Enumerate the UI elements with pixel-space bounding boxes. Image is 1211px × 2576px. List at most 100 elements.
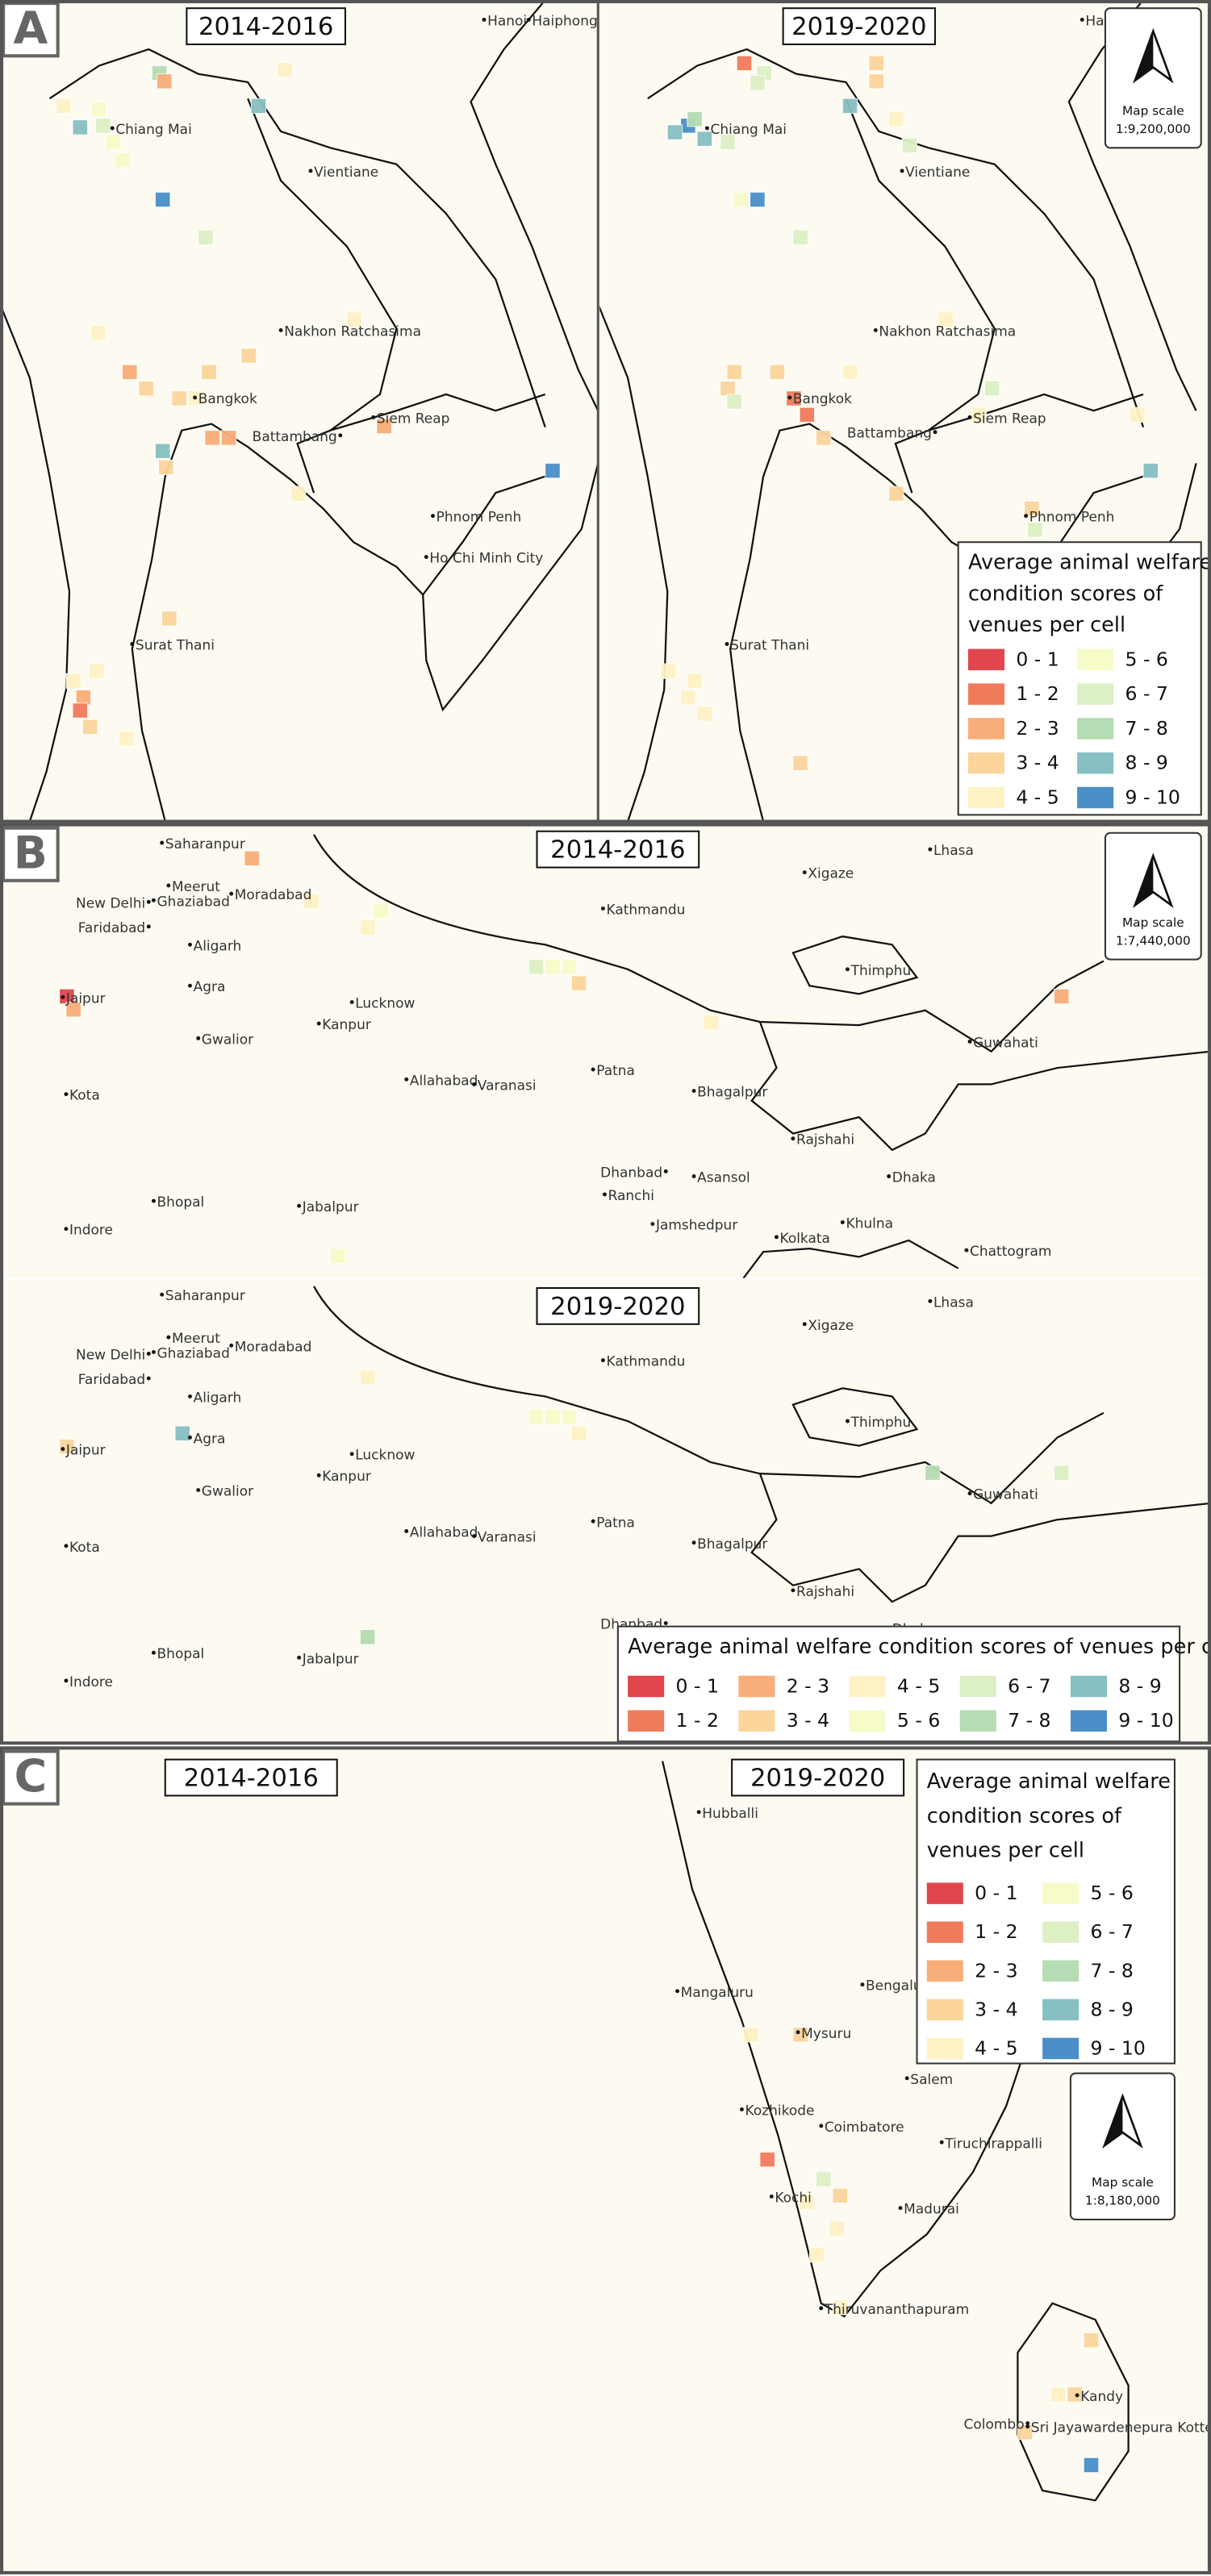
legend-label: 0 - 1 bbox=[975, 1882, 1017, 1904]
grid-cell bbox=[925, 1465, 941, 1481]
grid-cell bbox=[1054, 1465, 1070, 1481]
north-arrow-half bbox=[1134, 856, 1154, 906]
place-label: Guwahati bbox=[973, 1486, 1038, 1503]
grid-cell bbox=[161, 611, 177, 627]
grid-cell bbox=[155, 443, 171, 459]
legend-label: 2 - 3 bbox=[787, 1675, 829, 1698]
place-dot bbox=[787, 395, 792, 400]
place-dot bbox=[188, 983, 192, 988]
grid-cell bbox=[105, 134, 121, 150]
place-dot bbox=[371, 415, 376, 419]
legend-label: 2 - 3 bbox=[1016, 717, 1059, 740]
place-label: Coimbatore bbox=[825, 2119, 904, 2135]
place-dot bbox=[933, 430, 937, 435]
grid-cell bbox=[95, 118, 111, 134]
place-label: Kota bbox=[69, 1539, 100, 1555]
grid-cell bbox=[726, 394, 742, 410]
place-label: Kozhikode bbox=[745, 2103, 815, 2119]
place-label: Bhopal bbox=[157, 1645, 205, 1661]
place-dot bbox=[130, 642, 135, 646]
place-label: Haiphong bbox=[532, 13, 597, 29]
place-dot bbox=[188, 1435, 192, 1440]
grid-cell bbox=[75, 690, 92, 706]
place-dot bbox=[739, 2107, 744, 2111]
place-label: Thimphu bbox=[850, 962, 912, 978]
grid-cell bbox=[829, 2220, 845, 2236]
place-label: Aligarh bbox=[194, 1390, 242, 1406]
grid-cell bbox=[90, 101, 106, 118]
place-label: Agra bbox=[194, 1430, 226, 1446]
grid-cell bbox=[346, 311, 362, 327]
place-dot bbox=[904, 2076, 909, 2081]
place-dot bbox=[802, 1322, 807, 1327]
place-label: Allahabad bbox=[410, 1072, 478, 1088]
grid-cell bbox=[290, 486, 307, 502]
place-dot bbox=[591, 1067, 595, 1072]
grid-cell bbox=[799, 2195, 815, 2211]
grid-cell bbox=[1067, 2386, 1083, 2403]
place-dot bbox=[196, 1488, 201, 1492]
legend-swatch bbox=[967, 648, 1005, 671]
place-dot bbox=[110, 126, 115, 131]
map-background bbox=[3, 826, 1208, 1278]
legend-label: 8 - 9 bbox=[1091, 1998, 1134, 2020]
legend-title: Average animal welfare bbox=[927, 1769, 1171, 1794]
grid-cell bbox=[687, 111, 703, 127]
place-dot bbox=[61, 995, 65, 999]
grid-cell bbox=[808, 2247, 825, 2263]
legend-label: 3 - 4 bbox=[1016, 752, 1059, 774]
grid-cell bbox=[792, 229, 808, 245]
grid-cell bbox=[138, 381, 154, 397]
place-dot bbox=[151, 1349, 156, 1354]
coastlines bbox=[313, 834, 1208, 1278]
legend-label: 9 - 10 bbox=[1091, 2036, 1146, 2059]
place-label: Lucknow bbox=[355, 1447, 415, 1463]
place-dot bbox=[151, 1650, 156, 1655]
grid-cell bbox=[696, 706, 712, 722]
place-label: Aligarh bbox=[194, 937, 242, 953]
scale-title: Map scale bbox=[1122, 915, 1184, 930]
place-dot bbox=[1025, 2424, 1030, 2429]
coastline bbox=[3, 310, 71, 820]
map-title: 2019-2020 bbox=[750, 1765, 885, 1793]
place-label: Meerut bbox=[172, 878, 220, 894]
legend-label: 0 - 1 bbox=[676, 1675, 719, 1698]
legend-label: 2 - 3 bbox=[975, 1959, 1017, 1982]
legend-swatch bbox=[628, 1710, 665, 1732]
legend-swatch bbox=[959, 1675, 996, 1698]
place-dot bbox=[64, 1544, 69, 1549]
place-dot bbox=[964, 1248, 969, 1253]
legend-label: 3 - 4 bbox=[787, 1709, 829, 1732]
legend-swatch bbox=[1077, 718, 1114, 740]
place-dot bbox=[928, 847, 933, 852]
place-dot bbox=[967, 1491, 972, 1496]
grid-cell bbox=[303, 893, 319, 909]
place-label: Jamshedpur bbox=[655, 1217, 737, 1233]
place-dot bbox=[151, 1198, 156, 1203]
grid-cell bbox=[376, 419, 392, 435]
place-label: Surat Thani bbox=[136, 637, 215, 653]
place-dot bbox=[819, 2306, 824, 2311]
coastline bbox=[791, 935, 919, 995]
grid-cell bbox=[359, 919, 376, 936]
grid-cell bbox=[359, 1629, 376, 1645]
grid-cell bbox=[696, 131, 712, 147]
place-label: Indore bbox=[69, 1674, 113, 1690]
grid-cell bbox=[155, 191, 171, 208]
place-dot bbox=[696, 1810, 701, 1815]
place-label: Vientiane bbox=[314, 164, 378, 180]
place-label: Lhasa bbox=[933, 842, 974, 858]
map-title: 2019-2020 bbox=[550, 1293, 685, 1321]
place-label: Lhasa bbox=[933, 1294, 974, 1310]
legend-label: 4 - 5 bbox=[975, 2036, 1017, 2059]
grid-cell bbox=[726, 364, 742, 380]
map-title: 2014-2016 bbox=[198, 13, 333, 41]
place-dot bbox=[603, 1192, 607, 1197]
place-dot bbox=[472, 1082, 477, 1086]
panel-badge bbox=[2, 2, 60, 58]
place-label: Dhaka bbox=[892, 1169, 936, 1186]
grid-cell bbox=[561, 959, 578, 975]
grid-cell bbox=[571, 1425, 587, 1441]
place-label: Guwahati bbox=[973, 1035, 1038, 1051]
